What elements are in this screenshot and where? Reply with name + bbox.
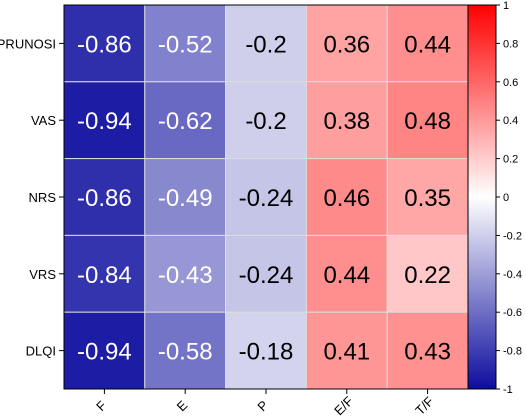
cell-value-label: 0.46	[323, 185, 370, 212]
colorbar-tick-label: -1	[503, 384, 513, 396]
colorbar-tick-label: -0.8	[503, 346, 522, 358]
heatmap-cell	[386, 234, 469, 313]
heatmap-cell	[144, 4, 227, 83]
colorbar	[467, 4, 497, 390]
heatmap-cell	[63, 4, 146, 83]
heatmap-cell	[386, 4, 469, 83]
colorbar-tick-label: 0	[503, 192, 509, 204]
heatmap-cell	[305, 158, 388, 236]
colorbar-tick-label: 1	[503, 0, 509, 12]
cell-value-label: 0.44	[323, 262, 370, 289]
cell-value-label: 0.43	[404, 339, 451, 366]
colorbar-tick-label: 0.8	[503, 38, 518, 50]
heatmap-cell	[63, 311, 146, 390]
row-label: VRS	[29, 267, 56, 282]
heatmap-cell	[144, 234, 227, 313]
heatmap-cell	[225, 81, 307, 160]
cell-value-label: -0.62	[158, 108, 213, 135]
cell-value-label: -0.2	[245, 31, 286, 58]
cell-value-label: 0.38	[323, 108, 370, 135]
cell-value-label: -0.86	[77, 31, 132, 58]
colorbar-tick-label: -0.2	[503, 230, 522, 242]
colorbar-tick-label: 0.4	[503, 115, 518, 127]
heatmap-cell	[305, 234, 388, 313]
column-label: T/F	[412, 394, 436, 418]
colorbar-tick-label: 0.2	[503, 154, 518, 166]
heatmap-cell	[386, 81, 469, 160]
cell-value-label: -0.49	[158, 185, 213, 212]
colorbar-tick-label: 0.6	[503, 77, 518, 89]
column-label: F	[93, 398, 109, 414]
cell-value-label: 0.48	[404, 108, 451, 135]
cell-value-label: -0.84	[77, 262, 132, 289]
cell-value-label: -0.24	[239, 185, 294, 212]
heatmap-cell	[225, 234, 307, 313]
cell-value-label: -0.86	[77, 185, 132, 212]
heatmap-cell	[305, 4, 388, 83]
row-label: NRS	[29, 190, 57, 205]
heatmap-cell	[63, 81, 146, 160]
cell-value-label: -0.2	[245, 108, 286, 135]
cell-value-label: -0.52	[158, 31, 213, 58]
cell-value-label: 0.44	[404, 31, 451, 58]
column-label: E	[174, 397, 191, 414]
colorbar-tick-label: -0.6	[503, 307, 522, 319]
heatmap-cell	[144, 311, 227, 390]
cell-value-label: -0.43	[158, 262, 213, 289]
cell-value-label: 0.36	[323, 31, 370, 58]
cell-value-label: 0.41	[323, 339, 370, 366]
cell-value-label: -0.94	[77, 108, 132, 135]
row-label: PRUNOSI	[0, 36, 56, 51]
heatmap-cell	[225, 311, 307, 390]
cell-value-label: -0.18	[239, 339, 294, 366]
heatmap-cell	[225, 158, 307, 236]
row-label: DLQI	[26, 344, 56, 359]
cell-value-label: -0.24	[239, 262, 294, 289]
colorbar-tick-label: -0.4	[503, 269, 522, 281]
column-label: E/F	[331, 393, 356, 418]
column-label: P	[254, 397, 271, 414]
cell-value-label: 0.22	[404, 262, 451, 289]
cell-value-label: -0.58	[158, 339, 213, 366]
cell-value-label: 0.35	[404, 185, 451, 212]
cell-value-label: -0.94	[77, 339, 132, 366]
heatmap-cell	[144, 158, 227, 236]
row-label: VAS	[31, 113, 56, 128]
heatmap-cell	[386, 311, 469, 390]
